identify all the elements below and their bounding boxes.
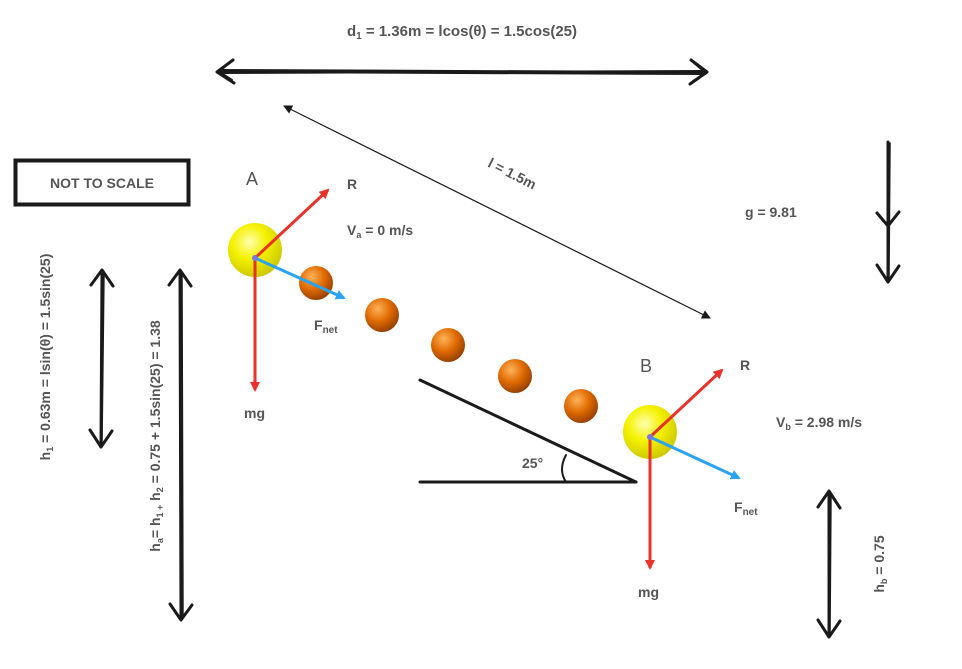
- intermediate-balls: [299, 266, 598, 423]
- fnet-arrow-b: [649, 435, 741, 480]
- h1-label: h1 = 0.63m = lsin(θ) = 1.5sin(25): [37, 254, 55, 461]
- mg-label-b: mg: [638, 584, 659, 600]
- r-label-b: R: [740, 357, 750, 373]
- orange-ball: [498, 359, 532, 393]
- hb-label: hb = 0.75: [871, 535, 889, 592]
- fnet-label-b: Fnet: [734, 499, 758, 518]
- r-force-arrow-a: [253, 188, 330, 260]
- orange-ball: [564, 389, 598, 423]
- mg-label-a: mg: [244, 405, 265, 421]
- orange-ball: [299, 266, 333, 300]
- ball-b: [623, 368, 741, 570]
- angle-label: 25°: [522, 455, 543, 471]
- d1-double-arrow: [215, 58, 709, 86]
- gravity-arrow: [875, 140, 901, 284]
- ha-label: ha= h1 + h2 = 0.75 + 1.5sin(25) = 1.38: [147, 320, 165, 552]
- fnet-label-a: Fnet: [314, 317, 338, 336]
- l-arrow: [283, 105, 711, 319]
- d1-label: d1 = 1.36m = lcos(θ) = 1.5cos(25): [347, 23, 577, 42]
- r-label-a: R: [347, 176, 357, 192]
- va-label: Va = 0 m/s: [347, 222, 413, 240]
- not-to-scale-box: NOT TO SCALE: [13, 158, 191, 207]
- g-label: g = 9.81: [745, 204, 797, 220]
- l-label: l = 1.5m: [486, 155, 539, 193]
- r-force-arrow-b: [648, 368, 724, 439]
- h1-double-arrow: [88, 268, 115, 449]
- ha-double-arrow: [167, 268, 194, 622]
- point-b-label: B: [640, 356, 652, 376]
- not-to-scale-text: NOT TO SCALE: [50, 175, 154, 191]
- orange-ball: [365, 298, 399, 332]
- vb-label: Vb = 2.98 m/s: [776, 414, 862, 432]
- hb-double-arrow: [816, 489, 842, 639]
- fnet-arrow-a: [254, 256, 346, 300]
- ball-a: [228, 188, 346, 392]
- incline: [418, 378, 638, 484]
- orange-ball: [431, 328, 465, 362]
- point-a-label: A: [246, 169, 258, 189]
